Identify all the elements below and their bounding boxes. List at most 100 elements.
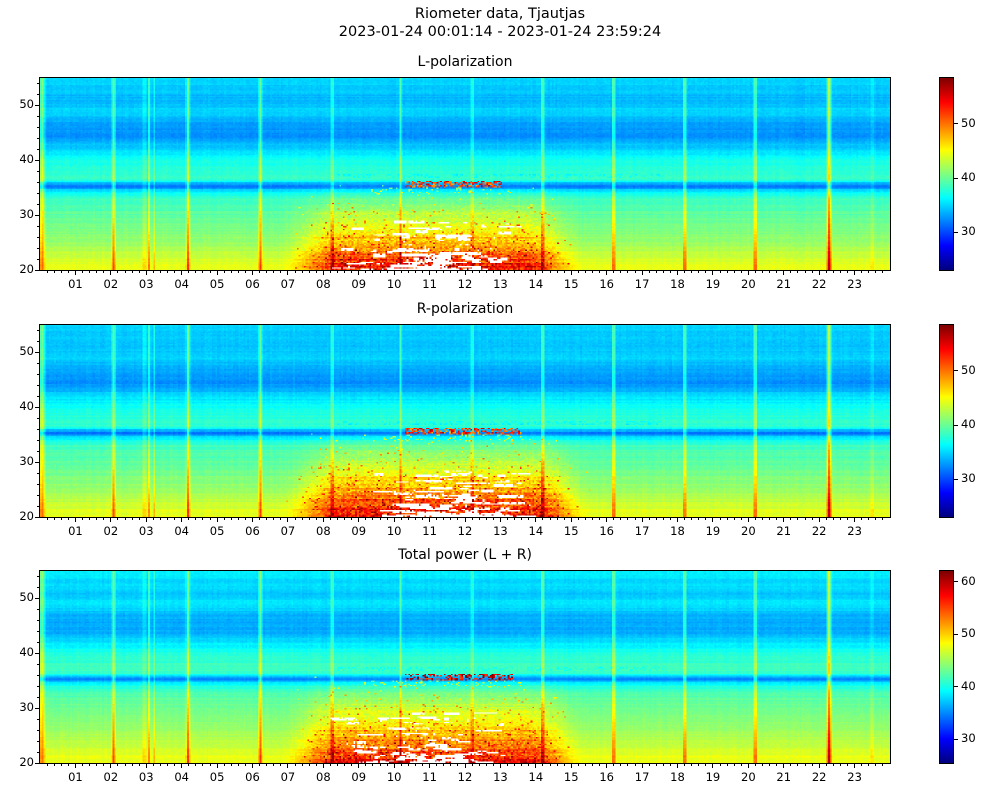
x-minor-tick [273,271,275,273]
x-tick-label: 08 [316,524,331,538]
x-minor-tick [549,764,551,766]
x-minor-tick [839,518,841,520]
x-minor-tick [882,518,884,520]
x-minor-tick [103,518,105,520]
y-minor-tick [36,619,39,621]
x-tick-label: 13 [493,770,508,784]
x-tick-label: 05 [209,277,225,291]
x-minor-tick [662,271,664,273]
x-minor-tick [414,764,416,766]
x-minor-tick [648,764,650,766]
y-minor-tick [36,181,39,183]
x-minor-tick [754,271,756,273]
x-minor-tick [684,764,686,766]
colorbar-tick-label: 30 [961,471,976,486]
x-major-tick [570,271,572,275]
x-minor-tick [507,518,508,520]
y-minor-tick [36,663,39,665]
x-tick-label: 13 [493,524,508,538]
x-minor-tick [563,271,565,273]
x-minor-tick [584,518,586,520]
y-major-tick [35,652,39,654]
x-minor-tick [719,764,721,766]
x-tick-label: 18 [670,770,685,784]
y-minor-tick [36,225,39,227]
x-tick-label: 19 [705,277,721,291]
x-minor-tick [847,271,848,273]
x-minor-tick [740,518,742,520]
x-minor-tick [762,764,763,766]
x-minor-tick [280,764,282,766]
x-minor-tick [804,271,806,273]
x-minor-tick [556,518,558,520]
x-minor-tick [655,518,657,520]
x-minor-tick [308,271,310,273]
x-tick-label: 18 [670,277,685,291]
x-tick-label: 04 [174,277,189,291]
x-minor-tick [825,271,827,273]
x-tick-label: 09 [351,770,367,784]
x-minor-tick [96,764,98,766]
x-minor-tick [280,518,282,520]
x-minor-tick [613,271,615,273]
x-major-tick [641,518,643,522]
y-minor-tick [36,192,39,194]
colorbar-tick [954,424,958,426]
x-minor-tick [457,518,459,520]
x-minor-tick [386,271,388,273]
x-tick-label: 11 [422,277,437,291]
colorbar-gradient-1 [940,325,953,517]
x-tick-label: 21 [776,770,792,784]
x-major-tick [322,764,324,768]
x-minor-tick [344,764,346,766]
panel-title-total-power: Total power (L + R) [398,547,532,563]
y-minor-tick [36,148,39,150]
x-minor-tick [103,764,105,766]
x-major-tick [429,764,431,768]
y-minor-tick [36,428,39,430]
x-tick-label: 15 [563,770,579,784]
x-minor-tick [365,271,367,273]
x-tick-label: 13 [493,277,508,291]
x-minor-tick [832,271,834,273]
x-major-tick [606,271,608,275]
x-minor-tick [294,764,296,766]
x-minor-tick [521,271,523,273]
x-minor-tick [188,271,190,273]
x-major-tick [747,764,749,768]
y-minor-tick [36,740,39,742]
x-minor-tick [414,271,416,273]
x-minor-tick [726,518,728,520]
x-tick-label: 19 [705,524,721,538]
x-minor-tick [152,271,154,273]
colorbar-tick [954,231,958,233]
x-minor-tick [124,271,126,273]
y-major-tick [35,269,39,271]
y-tick-label: 30 [19,454,34,469]
colorbar-tick-label: 30 [961,731,976,746]
x-major-tick [818,764,820,768]
x-minor-tick [740,764,742,766]
x-minor-tick [478,764,480,766]
x-tick-label: 17 [634,277,650,291]
x-major-tick [747,271,749,275]
x-minor-tick [237,764,239,766]
x-minor-tick [259,764,261,766]
x-minor-tick [790,271,792,273]
x-minor-tick [195,764,197,766]
x-minor-tick [592,764,593,766]
x-minor-tick [868,518,870,520]
heatmap-canvas-2 [40,571,890,763]
x-minor-tick [351,518,353,520]
x-minor-tick [436,764,438,766]
x-tick-label: 09 [351,277,367,291]
x-minor-tick [726,764,728,766]
x-tick-label: 02 [103,524,119,538]
x-minor-tick [237,271,239,273]
x-minor-tick [124,764,126,766]
x-minor-tick [167,271,168,273]
colorbar-tick-label: 40 [961,170,976,185]
x-major-tick [393,764,395,768]
x-minor-tick [875,271,877,273]
x-minor-tick [301,764,303,766]
